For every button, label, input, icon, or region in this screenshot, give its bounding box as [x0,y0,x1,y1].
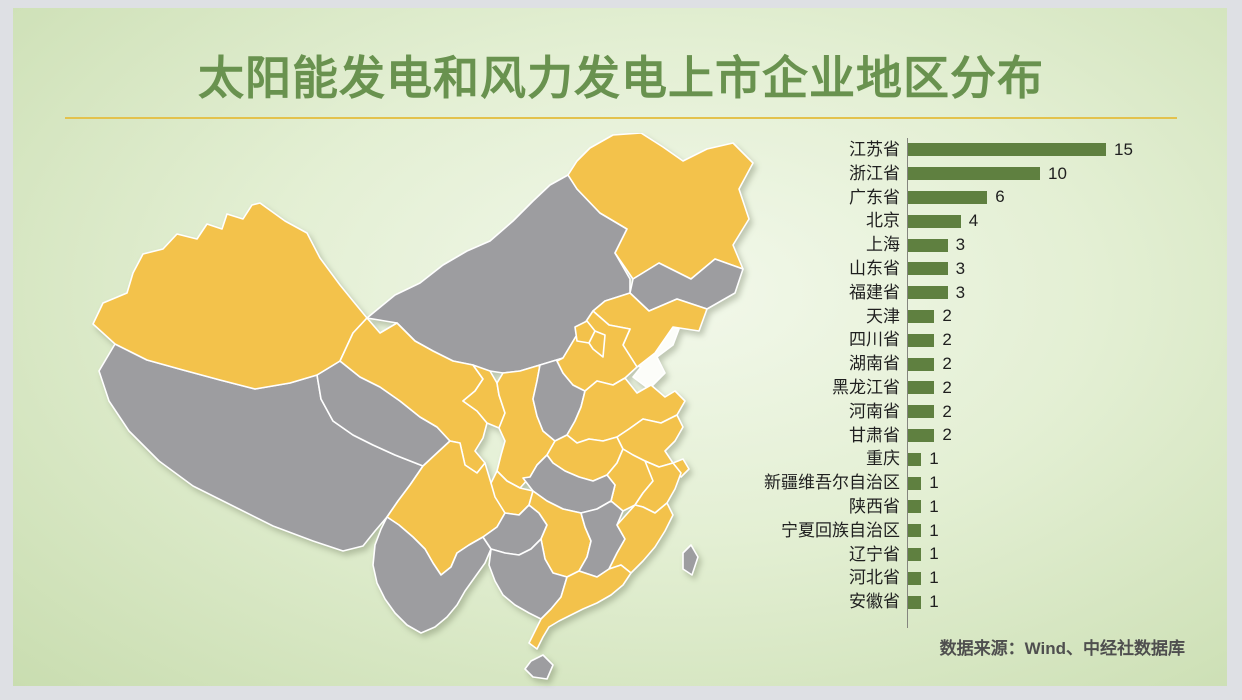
bar-value: 2 [942,401,952,421]
bar [908,476,922,490]
province-yunnan [372,516,492,634]
bar-chart-bars: 15 10 6 4 3 3 3 2 2 2 2 2 2 1 1 1 1 1 1 1 [907,138,1133,628]
bar-label: 陕西省 [849,496,900,516]
bar-label: 上海 [866,235,900,255]
bar-row: 2 [908,424,1133,448]
page-title: 太阳能发电和风力发电上市企业地区分布 [198,52,1044,104]
bar-row: 1 [908,519,1133,543]
bar-value: 1 [929,496,939,516]
bar-value: 10 [1048,163,1067,183]
province-fujian [608,502,674,574]
bar-row: 2 [908,352,1133,376]
bar-value: 4 [968,211,979,231]
bar [908,595,922,609]
bar [908,428,935,442]
bar [908,452,922,466]
bar [908,262,948,276]
bar-row: 3 [908,281,1133,305]
bar-label: 宁夏回族自治区 [781,520,900,540]
bar-value: 1 [929,473,939,493]
bar-value: 3 [955,235,966,255]
bar-chart: 江苏省浙江省广东省北京上海山东省福建省天津四川省湖南省黑龙江省河南省甘肃省重庆新… [745,138,1133,628]
bar-value: 2 [942,306,952,326]
bar-value: 3 [955,258,966,278]
bar-label: 河南省 [849,401,900,421]
bar-value: 1 [929,449,939,469]
bar-label: 四川省 [849,330,900,350]
bar-chart-labels: 江苏省浙江省广东省北京上海山东省福建省天津四川省湖南省黑龙江省河南省甘肃省重庆新… [745,138,907,614]
bar-row: 10 [908,162,1133,186]
bar-value: 6 [995,187,1005,207]
source-note: 数据来源：Wind、中经社数据库 [939,639,1185,658]
bar-label: 浙江省 [849,163,900,183]
bar-value: 1 [929,520,939,540]
bar [908,286,948,300]
bar-value: 2 [942,330,952,350]
bar [908,167,1040,181]
bar-row: 1 [908,566,1133,590]
bar-label: 河北省 [849,568,900,588]
bar-label: 湖南省 [849,354,900,374]
bar [908,143,1106,157]
bar-value: 2 [942,377,952,397]
bar-row: 2 [908,400,1133,424]
province-hainan [524,654,554,680]
bar [908,357,935,371]
bar-row: 4 [908,209,1133,233]
bar-value: 15 [1114,139,1133,159]
bar [908,381,935,395]
bar-label: 黑龙江省 [832,377,900,397]
bar-row: 2 [908,328,1133,352]
bar-value: 2 [942,354,952,374]
bar [908,190,988,204]
bar-label: 广东省 [849,187,900,207]
bar-row: 3 [908,233,1133,257]
china-map [92,133,754,680]
title-divider [65,117,1177,119]
bar-row: 3 [908,257,1133,281]
bar-value: 1 [929,544,939,564]
bar-value: 1 [929,592,939,612]
bar-label: 安徽省 [849,592,900,612]
bar-value: 3 [955,282,966,302]
province-xinjiang [92,202,368,390]
bar [908,238,948,252]
bar-label: 山东省 [849,258,900,278]
bar [908,405,935,419]
province-guangdong [528,564,632,650]
bar-row: 1 [908,447,1133,471]
bar-row: 1 [908,543,1133,567]
province-tianjin [588,330,606,358]
bar-row: 15 [908,138,1133,162]
bar-row: 1 [908,471,1133,495]
province-taiwan [682,544,699,576]
province-gansu [339,317,488,474]
bar [908,309,935,323]
province-ningxia [462,364,506,429]
bar-value: 1 [929,568,939,588]
bar [908,333,935,347]
bar-row: 1 [908,590,1133,614]
bar-label: 甘肃省 [849,425,900,445]
bar-label: 辽宁省 [849,544,900,564]
bar-row: 2 [908,376,1133,400]
bar-label: 福建省 [849,282,900,302]
bar-row: 6 [908,186,1133,210]
bar-label: 重庆 [866,449,900,469]
bar-row: 2 [908,305,1133,329]
bar-label: 江苏省 [849,140,900,159]
bar [908,524,922,538]
province-heilongjiang [567,133,754,280]
bar-value: 2 [942,425,952,445]
bar [908,500,922,514]
bar-label: 北京 [866,211,900,231]
bar [908,214,961,228]
bar-label: 天津 [866,306,900,326]
bar [908,571,922,585]
bar [908,547,922,561]
bar-row: 1 [908,495,1133,519]
bar-label: 新疆维吾尔自治区 [764,473,900,493]
